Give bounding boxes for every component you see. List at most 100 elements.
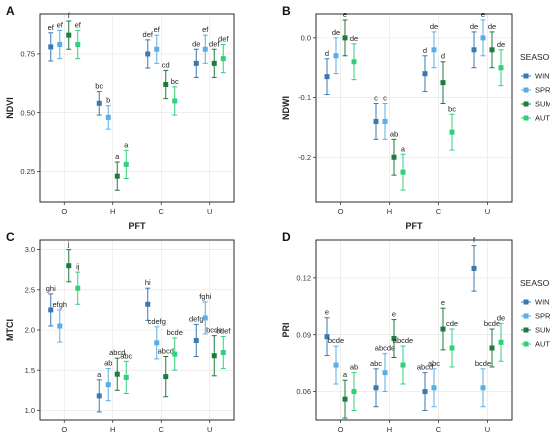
- significance-label: b: [106, 96, 110, 105]
- significance-label: d: [441, 52, 445, 61]
- data-point: [498, 339, 504, 345]
- x-axis-label: PFT: [406, 221, 424, 231]
- legend-title: SEASON: [520, 278, 550, 288]
- significance-label: f: [68, 11, 71, 20]
- significance-label: d: [325, 49, 329, 58]
- significance-label: efgh: [52, 300, 67, 309]
- x-tick-label: H: [110, 425, 115, 434]
- legend: SEASON WINTER SPRING SUMMER AUTUMN: [520, 52, 550, 123]
- significance-label: cd: [162, 60, 170, 69]
- significance-label: bcde: [206, 326, 222, 335]
- x-tick-label: H: [387, 425, 392, 434]
- significance-label: def: [218, 35, 229, 44]
- data-point: [145, 301, 151, 307]
- panel-letter: C: [6, 230, 15, 244]
- significance-label: abc: [120, 351, 132, 360]
- significance-label: c: [383, 94, 387, 103]
- data-point: [193, 337, 199, 343]
- legend: SEASON WINTER SPRING SUMMER AUTUMN: [520, 278, 550, 349]
- significance-label: ef: [48, 23, 55, 32]
- data-point: [202, 315, 208, 321]
- legend-swatch: [523, 299, 529, 305]
- significance-label: ef: [202, 25, 209, 34]
- data-point: [422, 389, 428, 395]
- y-tick-label: 0.75: [20, 50, 35, 59]
- y-axis-label: NDWI: [281, 96, 291, 120]
- panel-d: 0.060.090.12OHCUPFTPRIDeabcabcdfbcdeabcd…: [281, 230, 513, 434]
- data-point: [471, 265, 477, 271]
- panel-letter: B: [282, 4, 291, 18]
- significance-label: d: [423, 46, 427, 55]
- significance-label: cde: [446, 319, 458, 328]
- legend-swatch: [523, 313, 529, 319]
- significance-label: ij: [76, 262, 80, 271]
- y-tick-label: 1.5: [25, 366, 35, 375]
- legend-title: SEASON: [520, 52, 550, 62]
- plot-border: [315, 13, 513, 203]
- x-tick-label: O: [338, 425, 344, 434]
- data-point: [440, 80, 446, 86]
- legend-entry-label: AUTUMN: [535, 340, 550, 349]
- data-point: [498, 65, 504, 71]
- data-point: [220, 56, 226, 62]
- significance-label: de: [497, 313, 505, 322]
- significance-label: hi: [145, 278, 151, 287]
- x-tick-label: O: [338, 207, 344, 216]
- y-axis-label: MTCI: [5, 319, 15, 341]
- y-tick-label: 1.0: [25, 406, 35, 415]
- significance-label: j: [67, 240, 70, 249]
- y-tick-label: -0.1: [298, 93, 311, 102]
- x-tick-label: U: [207, 207, 212, 216]
- data-point: [431, 47, 437, 53]
- significance-label: de: [488, 22, 496, 31]
- legend-swatch: [523, 341, 529, 347]
- data-point: [391, 154, 397, 160]
- panel-b: -0.2-0.10.0O H C UPFTNDWIBdcddedecdeeeabdde…: [281, 4, 513, 231]
- legend-entry-label: WINTER: [535, 72, 550, 81]
- significance-label: de: [350, 34, 358, 43]
- legend-swatch: [523, 101, 529, 107]
- y-tick-label: 2.5: [25, 285, 35, 294]
- significance-label: def: [209, 39, 220, 48]
- data-point: [48, 307, 54, 313]
- legend-swatch: [523, 87, 529, 93]
- data-point: [324, 334, 330, 340]
- data-point: [114, 173, 120, 179]
- legend-entry-label: WINTER: [535, 298, 550, 307]
- x-tick-label: H: [387, 207, 392, 216]
- data-point: [373, 385, 379, 391]
- panel-letter: A: [6, 4, 15, 18]
- significance-label: ef: [154, 25, 161, 34]
- data-point: [400, 362, 406, 368]
- data-point: [172, 98, 178, 104]
- legend-entry-label: SPRING: [535, 86, 550, 95]
- data-point: [342, 396, 348, 402]
- data-point: [105, 114, 111, 120]
- significance-label: bcde: [167, 328, 183, 337]
- significance-label: abc: [428, 359, 440, 368]
- legend-swatch: [523, 73, 529, 79]
- significance-label: a: [124, 140, 129, 149]
- legend-entry-label: SUMMER: [535, 100, 550, 109]
- significance-label: ef: [75, 20, 82, 29]
- y-tick-label: 0.50: [20, 108, 35, 117]
- data-point: [351, 389, 357, 395]
- significance-label: de: [470, 22, 478, 31]
- data-point: [480, 35, 486, 41]
- data-point: [342, 35, 348, 41]
- data-point: [193, 60, 199, 66]
- significance-label: a: [115, 152, 120, 161]
- significance-label: e: [325, 308, 329, 317]
- significance-label: c: [374, 94, 378, 103]
- significance-label: abc: [370, 359, 382, 368]
- data-point: [333, 53, 339, 59]
- x-tick-label: U: [485, 425, 490, 434]
- significance-label: f: [473, 236, 476, 245]
- data-point: [220, 350, 226, 355]
- y-tick-label: 2.0: [25, 326, 35, 335]
- data-point: [471, 47, 477, 53]
- significance-label: fghi: [199, 292, 211, 301]
- significance-label: e: [441, 298, 445, 307]
- data-point: [391, 336, 397, 342]
- legend-entry-label: SUMMER: [535, 326, 550, 335]
